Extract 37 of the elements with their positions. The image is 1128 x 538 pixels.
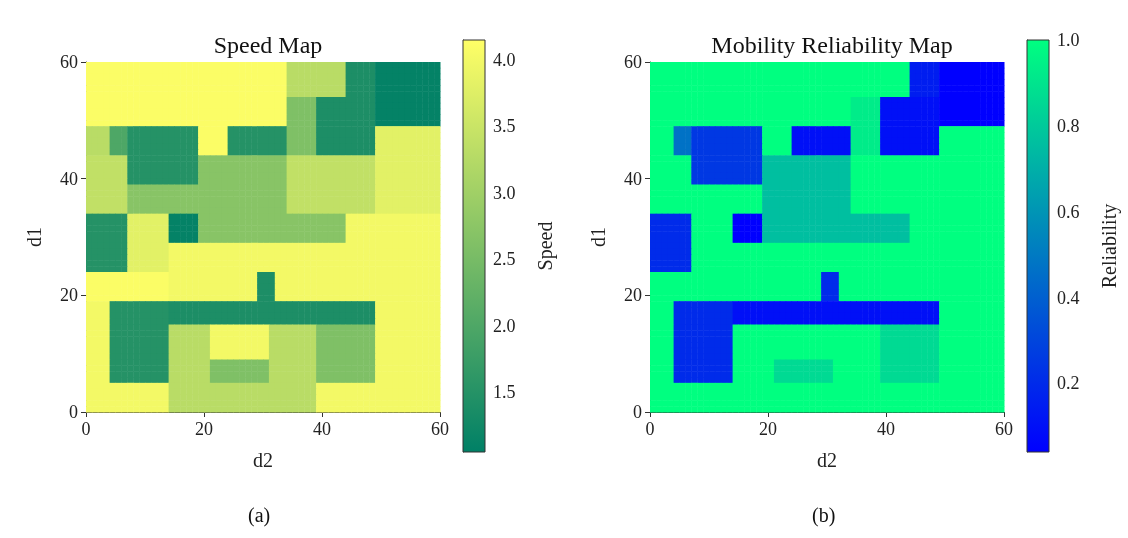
color-bar-label: 1.5 <box>493 382 516 403</box>
y-tick-label: 20 <box>60 285 78 306</box>
color-bar-label: 0.2 <box>1057 373 1080 394</box>
color-bar-label: 2.5 <box>493 249 516 270</box>
color-bar-title: Speed <box>534 221 557 271</box>
x-axis-title: d2 <box>253 449 273 471</box>
x-tick-label: 40 <box>313 419 331 439</box>
chart-title: Mobility Reliability Map <box>711 32 953 58</box>
y-tick-label: 0 <box>69 402 78 422</box>
y-tick-label: 60 <box>60 52 78 72</box>
x-tick-label: 60 <box>995 419 1013 439</box>
x-tick-label: 60 <box>431 419 449 439</box>
text: (b) <box>812 504 836 527</box>
x-tick-label: 0 <box>81 419 91 439</box>
y-tick-label: 40 <box>624 168 642 189</box>
x-tick-label: 0 <box>645 419 655 439</box>
color-bar-label: 3.0 <box>493 182 516 203</box>
color-bar-label: 0.6 <box>1057 201 1080 222</box>
text: (a) <box>248 504 271 527</box>
y-tick-label: 60 <box>624 52 642 72</box>
color-bar-label: 2.0 <box>493 315 516 336</box>
color-bar-label: 0.4 <box>1057 287 1080 308</box>
x-tick-label: 20 <box>759 419 777 439</box>
x-axis-title: d2 <box>817 449 837 471</box>
y-tick-label: 40 <box>60 168 78 189</box>
color-bar-label: 0.8 <box>1057 115 1080 136</box>
color-bar-label: 3.5 <box>493 116 516 137</box>
color-bar-label: 4.0 <box>493 49 516 70</box>
y-axis-title: d1 <box>587 227 609 247</box>
x-tick-label: 40 <box>877 419 895 439</box>
color-bar-title: Reliability <box>1098 203 1121 289</box>
y-tick-label: 20 <box>624 285 642 306</box>
color-bar-label: 1.0 <box>1057 30 1080 50</box>
x-tick-label: 20 <box>195 419 213 439</box>
chart-title: Speed Map <box>213 32 323 58</box>
y-axis-title: d1 <box>23 227 45 247</box>
y-tick-label: 0 <box>633 402 642 422</box>
